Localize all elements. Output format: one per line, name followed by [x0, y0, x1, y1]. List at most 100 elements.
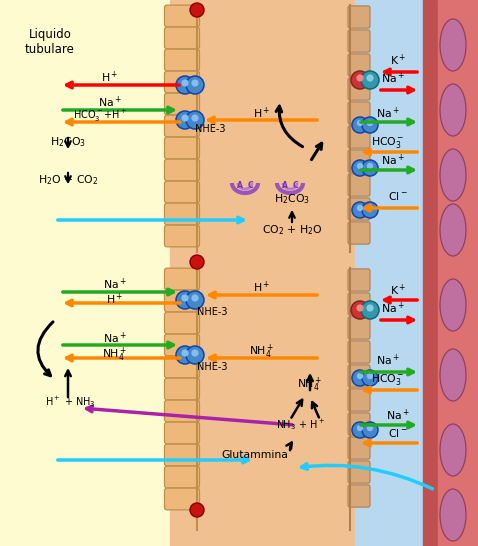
Ellipse shape: [440, 84, 466, 136]
Text: Na$^+$: Na$^+$: [381, 301, 405, 316]
Circle shape: [190, 503, 204, 517]
Bar: [0, 0, 170, 546]
Circle shape: [361, 301, 379, 319]
FancyBboxPatch shape: [164, 181, 199, 203]
FancyBboxPatch shape: [164, 268, 199, 290]
Circle shape: [191, 349, 198, 357]
Circle shape: [181, 294, 189, 301]
Ellipse shape: [440, 424, 466, 476]
FancyBboxPatch shape: [164, 159, 199, 181]
Bar: [355, 0, 423, 546]
Circle shape: [352, 160, 368, 176]
Circle shape: [176, 291, 194, 309]
Text: NH$_4^+$: NH$_4^+$: [250, 343, 274, 361]
Circle shape: [357, 74, 364, 81]
Text: H$^+$ + NH$_3$: H$^+$ + NH$_3$: [45, 394, 95, 409]
FancyBboxPatch shape: [164, 49, 199, 71]
FancyBboxPatch shape: [164, 115, 199, 137]
Circle shape: [191, 79, 198, 87]
Circle shape: [190, 3, 204, 17]
Text: Liquido
tubulare: Liquido tubulare: [25, 28, 75, 56]
Circle shape: [357, 120, 363, 126]
FancyBboxPatch shape: [348, 30, 370, 52]
FancyBboxPatch shape: [348, 269, 370, 291]
Circle shape: [186, 291, 204, 309]
FancyBboxPatch shape: [164, 488, 199, 510]
Circle shape: [357, 425, 363, 431]
Text: Cl$^-$: Cl$^-$: [388, 190, 408, 202]
Circle shape: [181, 79, 189, 87]
FancyBboxPatch shape: [164, 466, 199, 488]
Text: C: C: [247, 181, 253, 189]
Text: NHE-3: NHE-3: [197, 307, 227, 317]
Circle shape: [362, 422, 378, 438]
FancyBboxPatch shape: [348, 341, 370, 363]
FancyBboxPatch shape: [348, 78, 370, 100]
Bar: [423, 0, 478, 546]
Text: Na$^+$: Na$^+$: [103, 331, 127, 346]
Circle shape: [191, 115, 198, 122]
Circle shape: [191, 294, 198, 301]
Circle shape: [351, 301, 369, 319]
Text: H$^+$: H$^+$: [106, 292, 124, 307]
Circle shape: [357, 205, 363, 211]
Text: A: A: [282, 181, 288, 189]
Text: Na$^+$: Na$^+$: [103, 277, 127, 292]
FancyBboxPatch shape: [164, 334, 199, 356]
Circle shape: [186, 76, 204, 94]
Text: Cl$^-$: Cl$^-$: [388, 427, 408, 439]
Circle shape: [362, 202, 378, 218]
FancyBboxPatch shape: [164, 137, 199, 159]
FancyBboxPatch shape: [348, 485, 370, 507]
Ellipse shape: [440, 349, 466, 401]
Text: NH$_4^+$: NH$_4^+$: [102, 346, 128, 364]
Text: H$^+$: H$^+$: [253, 280, 271, 295]
FancyBboxPatch shape: [164, 225, 199, 247]
Circle shape: [362, 370, 378, 386]
Circle shape: [367, 120, 373, 126]
Text: C: C: [292, 181, 298, 189]
Circle shape: [181, 349, 189, 357]
Circle shape: [362, 117, 378, 133]
Circle shape: [352, 422, 368, 438]
Circle shape: [176, 76, 194, 94]
Text: H$_2$O + CO$_2$: H$_2$O + CO$_2$: [38, 173, 98, 187]
FancyBboxPatch shape: [164, 93, 199, 115]
Ellipse shape: [440, 19, 466, 71]
Text: Na$^+$: Na$^+$: [98, 95, 122, 110]
Ellipse shape: [440, 279, 466, 331]
Text: NH$_3$ + H$^+$: NH$_3$ + H$^+$: [275, 417, 325, 432]
Ellipse shape: [440, 149, 466, 201]
Circle shape: [362, 160, 378, 176]
FancyBboxPatch shape: [164, 444, 199, 466]
Circle shape: [367, 425, 373, 431]
Circle shape: [357, 163, 363, 169]
FancyBboxPatch shape: [348, 54, 370, 76]
FancyBboxPatch shape: [164, 356, 199, 378]
FancyBboxPatch shape: [348, 174, 370, 196]
FancyBboxPatch shape: [164, 71, 199, 93]
Text: A: A: [237, 181, 243, 189]
Circle shape: [367, 205, 373, 211]
Circle shape: [361, 71, 379, 89]
FancyBboxPatch shape: [348, 150, 370, 172]
FancyBboxPatch shape: [164, 378, 199, 400]
FancyBboxPatch shape: [164, 203, 199, 225]
FancyBboxPatch shape: [164, 27, 199, 49]
FancyBboxPatch shape: [348, 389, 370, 411]
Text: H$_2$CO$_3$: H$_2$CO$_3$: [50, 135, 86, 149]
Text: H$^+$: H$^+$: [101, 70, 119, 85]
Circle shape: [367, 74, 374, 81]
FancyBboxPatch shape: [348, 6, 370, 28]
Circle shape: [367, 163, 373, 169]
Circle shape: [352, 202, 368, 218]
Text: K$^+$: K$^+$: [390, 283, 406, 298]
Circle shape: [190, 255, 204, 269]
Text: Glutammina: Glutammina: [222, 450, 288, 460]
FancyBboxPatch shape: [164, 312, 199, 334]
Text: H$^+$: H$^+$: [253, 106, 271, 121]
Circle shape: [367, 373, 373, 379]
Text: Na$^+$: Na$^+$: [381, 153, 405, 168]
Text: Na$^+$: Na$^+$: [376, 106, 400, 121]
Text: Na$^+$: Na$^+$: [386, 408, 410, 423]
